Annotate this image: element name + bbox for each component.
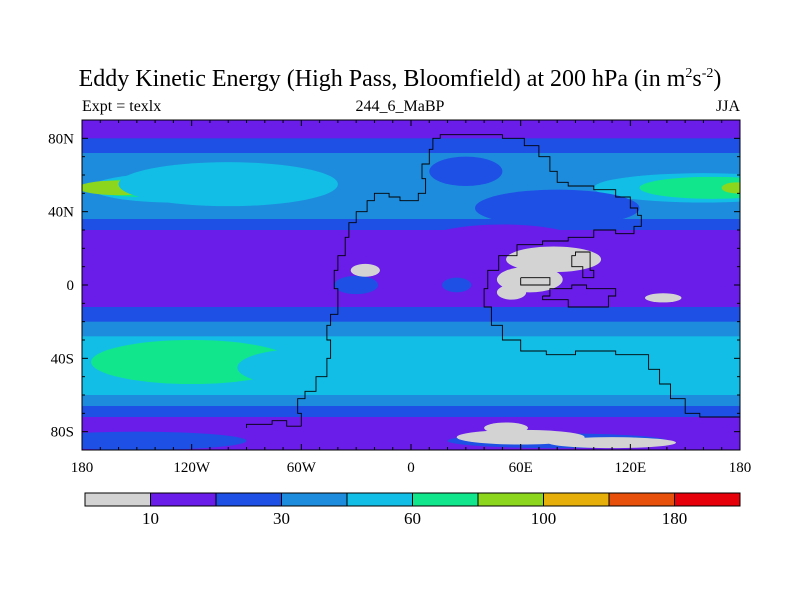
antarctic-boundary-line <box>246 420 302 428</box>
inner-outline <box>571 251 595 279</box>
inner-outline <box>542 284 617 308</box>
contour-region <box>644 293 682 303</box>
y-tick-label: 0 <box>67 278 75 294</box>
x-tick-label: 60W <box>287 460 317 476</box>
x-tick-label: 120W <box>173 460 211 476</box>
contour-region <box>118 162 338 207</box>
y-axis: 80N 40N 0 40S 80S <box>48 119 740 451</box>
colorbar-box <box>281 492 348 507</box>
colorbar: 10 30 60 100 180 <box>84 492 741 528</box>
continent-boundary-line <box>297 134 740 427</box>
contour-region <box>484 422 528 434</box>
x-tick-label: 0 <box>407 460 415 476</box>
continent-outline <box>246 134 740 428</box>
colorbar-box <box>608 492 675 507</box>
contour-region <box>237 349 366 386</box>
title-exponent-2: -2 <box>701 66 714 81</box>
inner-outline <box>520 277 551 286</box>
run-label: 244_6_MaBP <box>355 98 445 115</box>
x-tick-label: 60E <box>509 460 533 476</box>
contour-region <box>82 431 247 450</box>
contour-band <box>82 230 740 308</box>
contour-region <box>721 182 740 194</box>
colorbar-label: 60 <box>404 509 421 528</box>
contour-region <box>100 345 247 379</box>
contour-region <box>350 263 380 277</box>
y-tick-label: 80N <box>48 131 74 147</box>
season-label: JJA <box>715 98 740 115</box>
colorbar-label: 10 <box>142 509 159 528</box>
contour-band <box>82 395 740 407</box>
contour-region <box>442 277 472 293</box>
x-tick-label: 180 <box>729 460 752 476</box>
contour-region <box>429 156 503 186</box>
contour-region <box>474 189 640 227</box>
contour-region <box>548 437 677 449</box>
contour-band <box>82 219 740 231</box>
x-tick-label: 180 <box>71 460 94 476</box>
contour-region <box>334 275 379 295</box>
title-exponent-1: 2 <box>685 66 693 81</box>
colorbar-box <box>477 492 544 507</box>
contour-band <box>82 120 740 139</box>
contour-band <box>82 321 740 337</box>
contour-region <box>639 176 740 199</box>
colorbar-box <box>150 492 217 507</box>
colorbar-box <box>215 492 282 507</box>
colorbar-box <box>674 492 741 507</box>
title-unit-s: s <box>692 66 702 92</box>
contour-band <box>82 138 740 154</box>
contour-region <box>496 285 527 300</box>
contour-region <box>401 345 530 379</box>
experiment-label: Expt = texlx <box>82 98 162 115</box>
colorbar-label: 180 <box>662 509 688 528</box>
colorbar-box <box>84 492 151 507</box>
y-tick-label: 80S <box>51 425 74 441</box>
colorbar-box <box>543 492 610 507</box>
colorbar-box <box>346 492 413 507</box>
x-axis: 180 120W 60W 0 60E 120E 180 <box>71 120 752 476</box>
y-tick-label: 40S <box>51 351 74 367</box>
contour-region <box>506 246 602 273</box>
contour-band <box>82 406 740 418</box>
x-tick-label: 120E <box>614 460 646 476</box>
colorbar-label: 30 <box>273 509 290 528</box>
colorbar-box <box>412 492 479 507</box>
contour-field <box>82 120 740 450</box>
y-tick-label: 40N <box>48 205 74 221</box>
contour-band <box>82 307 740 323</box>
title-close: ) <box>713 66 722 92</box>
contour-region <box>429 224 576 254</box>
title-main: Eddy Kinetic Energy (High Pass, Bloomfie… <box>78 66 686 92</box>
chart-title: Eddy Kinetic Energy (High Pass, Bloomfie… <box>0 66 800 93</box>
colorbar-label: 100 <box>531 509 557 528</box>
contour-region <box>630 343 740 373</box>
